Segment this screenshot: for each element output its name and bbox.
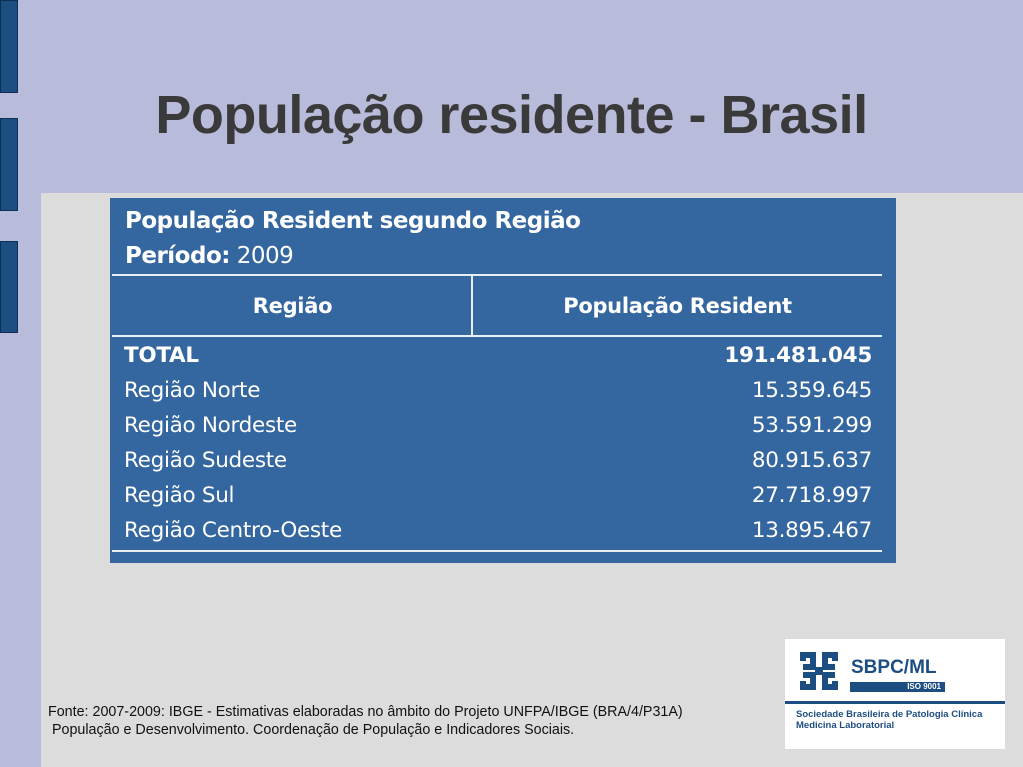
period-label: Período: (125, 243, 230, 269)
sidebar-tab-1 (0, 0, 18, 93)
header-column-divider (471, 276, 473, 336)
row-region: Região Centro-Oeste (124, 518, 342, 543)
table-title: População Resident segundo Região (125, 208, 581, 234)
sidebar-tab-3 (0, 241, 18, 333)
table-row: Região Norte 15.359.645 (124, 373, 872, 408)
header-bottom-rule (112, 335, 882, 337)
table-row: Região Centro-Oeste 13.895.467 (124, 513, 872, 548)
source-note: Fonte: 2007-2009: IBGE - Estimativas ela… (48, 703, 683, 739)
iso-badge: ISO 9001 (850, 682, 945, 692)
table-row: Região Nordeste 53.591.299 (124, 408, 872, 443)
column-header-region: Região (252, 294, 333, 318)
row-population: 15.359.645 (751, 378, 872, 403)
row-population: 191.481.045 (724, 343, 872, 368)
row-region: Região Sudeste (124, 448, 287, 473)
table-row: Região Sudeste 80.915.637 (124, 443, 872, 478)
sbpc-logo-icon (800, 652, 838, 690)
table-row: TOTAL 191.481.045 (124, 338, 872, 373)
table-period: Período: 2009 (125, 243, 294, 269)
row-population: 27.718.997 (751, 483, 872, 508)
row-population: 53.591.299 (751, 413, 872, 438)
logo-divider (785, 701, 1005, 704)
logo-organization-name: Sociedade Brasileira de Patologia Clínic… (796, 709, 982, 731)
row-population: 13.895.467 (751, 518, 872, 543)
period-value: 2009 (236, 243, 294, 269)
table-row: Região Sul 27.718.997 (124, 478, 872, 513)
source-line-1: Fonte: 2007-2009: IBGE - Estimativas ela… (48, 704, 683, 720)
logo-abbreviation: SBPC/ML (851, 657, 937, 678)
logo-name-line-1: Sociedade Brasileira de Patologia Clínic… (796, 709, 983, 720)
column-header-population: População Resident (563, 294, 792, 318)
row-region: Região Sul (124, 483, 235, 508)
row-region: Região Nordeste (124, 413, 297, 438)
row-region: Região Norte (124, 378, 261, 403)
row-region: TOTAL (124, 343, 199, 368)
source-line-2: População e Desenvolvimento. Coordenação… (48, 722, 575, 738)
header-top-rule (112, 274, 882, 276)
sidebar-tab-2 (0, 118, 18, 211)
table-bottom-rule (112, 550, 882, 552)
row-population: 80.915.637 (751, 448, 872, 473)
slide-title: População residente - Brasil (155, 85, 868, 145)
logo-name-line-2: Medicina Laboratorial (796, 720, 895, 731)
sbpc-ml-logo: SBPC/ML ISO 9001 Sociedade Brasileira de… (785, 639, 1005, 749)
population-table: População Resident segundo Região Períod… (110, 198, 896, 563)
